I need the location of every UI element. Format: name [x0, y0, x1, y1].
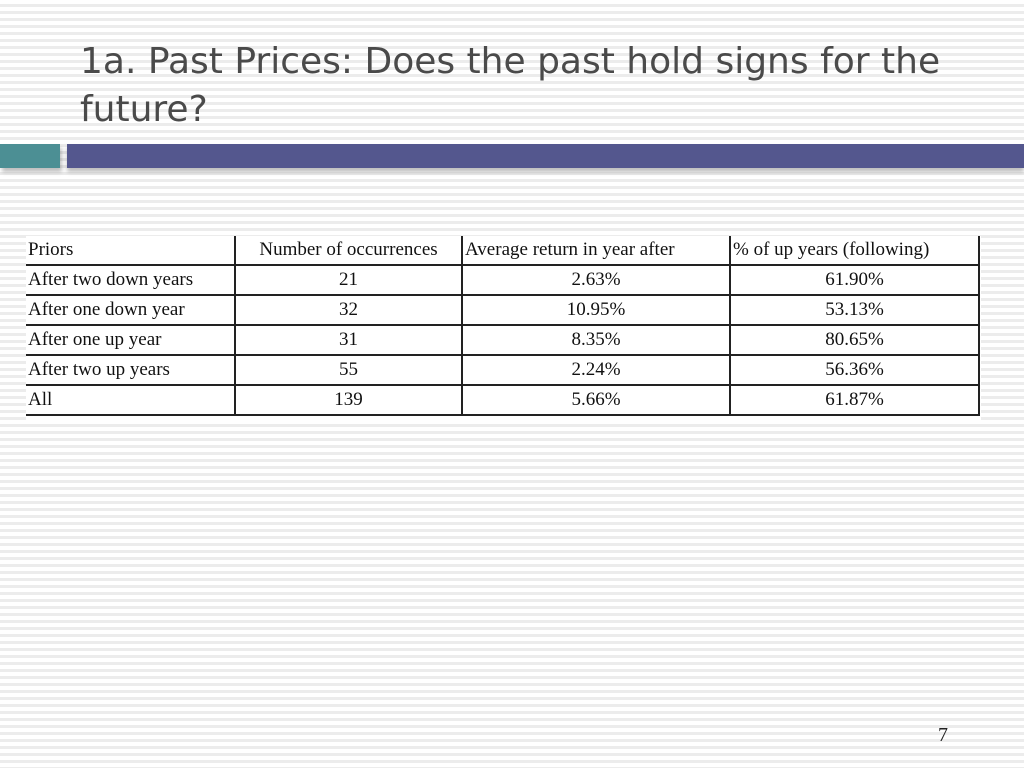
slide-title: 1a. Past Prices: Does the past hold sign… — [80, 41, 941, 130]
title-accent-bar — [0, 144, 1024, 174]
cell-occurrences: 32 — [234, 294, 463, 325]
returns-table: Priors Number of occurrences Average ret… — [26, 236, 980, 416]
cell-up-years: 61.90% — [729, 264, 980, 295]
cell-average-return: 8.35% — [461, 324, 731, 355]
table-row: After one up year 31 8.35% 80.65% — [26, 324, 980, 355]
table-row: After two up years 55 2.24% 56.36% — [26, 354, 980, 385]
table-row: After two down years 21 2.63% 61.90% — [26, 264, 980, 295]
cell-average-return: 2.63% — [461, 264, 731, 295]
table-container: Priors Number of occurrences Average ret… — [26, 236, 981, 424]
header-occurrences: Number of occurrences — [234, 236, 463, 265]
table-row: After one down year 32 10.95% 53.13% — [26, 294, 980, 325]
cell-occurrences: 139 — [234, 384, 463, 416]
row-label: All — [26, 384, 236, 416]
cell-up-years: 56.36% — [729, 354, 980, 385]
slide-number: 7 — [938, 724, 948, 746]
row-label: After one down year — [26, 294, 236, 325]
cell-occurrences: 21 — [234, 264, 463, 295]
table-header-row: Priors Number of occurrences Average ret… — [26, 236, 980, 265]
cell-average-return: 5.66% — [461, 384, 731, 416]
cell-occurrences: 31 — [234, 324, 463, 355]
cell-up-years: 53.13% — [729, 294, 980, 325]
cell-up-years: 61.87% — [729, 384, 980, 416]
row-label: After one up year — [26, 324, 236, 355]
header-up-years: % of up years (following) — [729, 236, 980, 265]
accent-purple-bar — [67, 144, 1024, 168]
header-average-return: Average return in year after — [461, 236, 731, 265]
row-label: After two up years — [26, 354, 236, 385]
cell-occurrences: 55 — [234, 354, 463, 385]
table-row: All 139 5.66% 61.87% — [26, 384, 980, 416]
cell-average-return: 10.95% — [461, 294, 731, 325]
accent-teal-block — [0, 144, 60, 168]
header-priors: Priors — [26, 236, 236, 265]
cell-average-return: 2.24% — [461, 354, 731, 385]
row-label: After two down years — [26, 264, 236, 295]
cell-up-years: 80.65% — [729, 324, 980, 355]
